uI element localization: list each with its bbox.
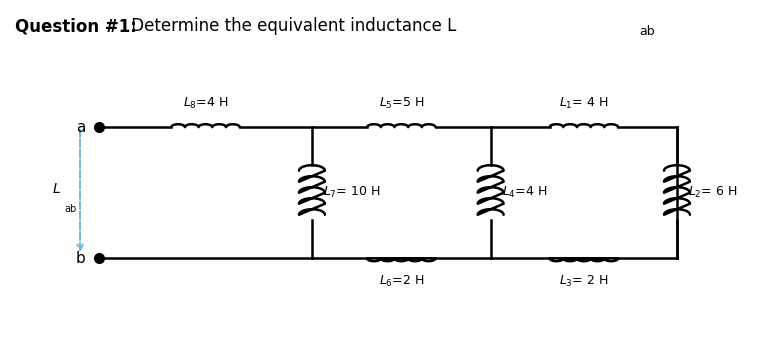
Text: $L_8$=4 H: $L_8$=4 H	[183, 96, 228, 111]
Text: $L_5$=5 H: $L_5$=5 H	[379, 96, 424, 111]
Text: $L_6$=2 H: $L_6$=2 H	[379, 274, 424, 289]
Text: a: a	[76, 120, 85, 135]
Text: Determine the equivalent inductance L: Determine the equivalent inductance L	[126, 17, 456, 35]
Text: Question #1:: Question #1:	[16, 17, 137, 35]
Text: $L_4$=4 H: $L_4$=4 H	[502, 185, 548, 200]
Text: $L$: $L$	[52, 182, 61, 196]
Text: ab: ab	[65, 204, 77, 214]
Text: $L_7$= 10 H: $L_7$= 10 H	[324, 185, 381, 200]
Text: $L_3$= 2 H: $L_3$= 2 H	[559, 274, 608, 289]
Text: $L_2$= 6 H: $L_2$= 6 H	[688, 185, 738, 200]
Text: b: b	[75, 251, 85, 266]
Text: $L_1$= 4 H: $L_1$= 4 H	[559, 96, 608, 111]
Text: ab: ab	[639, 25, 655, 38]
